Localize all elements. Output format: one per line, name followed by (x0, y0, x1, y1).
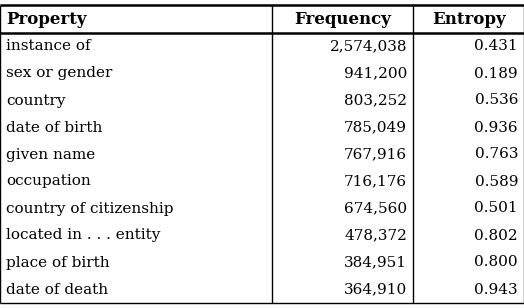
Text: 785,049: 785,049 (344, 120, 407, 135)
Text: 941,200: 941,200 (344, 67, 407, 80)
Text: 384,951: 384,951 (344, 256, 407, 270)
Text: 364,910: 364,910 (344, 282, 407, 297)
Text: country: country (6, 94, 66, 107)
Text: 0.501: 0.501 (474, 201, 518, 216)
Text: Entropy: Entropy (432, 10, 505, 27)
Text: 0.802: 0.802 (474, 229, 518, 242)
Text: country of citizenship: country of citizenship (6, 201, 173, 216)
Text: 478,372: 478,372 (344, 229, 407, 242)
Text: 0.800: 0.800 (474, 256, 518, 270)
Text: located in . . . entity: located in . . . entity (6, 229, 160, 242)
Text: 716,176: 716,176 (344, 175, 407, 188)
Text: 0.936: 0.936 (474, 120, 518, 135)
Text: 767,916: 767,916 (344, 148, 407, 161)
Text: 0.763: 0.763 (475, 148, 518, 161)
Text: 0.589: 0.589 (475, 175, 518, 188)
Text: instance of: instance of (6, 39, 91, 54)
Text: Property: Property (6, 10, 86, 27)
Text: 0.189: 0.189 (474, 67, 518, 80)
Text: 674,560: 674,560 (344, 201, 407, 216)
Text: 803,252: 803,252 (344, 94, 407, 107)
Text: occupation: occupation (6, 175, 91, 188)
Text: 0.943: 0.943 (474, 282, 518, 297)
Text: sex or gender: sex or gender (6, 67, 112, 80)
Text: 0.536: 0.536 (475, 94, 518, 107)
Text: date of birth: date of birth (6, 120, 102, 135)
Text: given name: given name (6, 148, 95, 161)
Text: Frequency: Frequency (294, 10, 391, 27)
Text: date of death: date of death (6, 282, 108, 297)
Text: 0.431: 0.431 (474, 39, 518, 54)
Text: 2,574,038: 2,574,038 (330, 39, 407, 54)
Text: place of birth: place of birth (6, 256, 110, 270)
